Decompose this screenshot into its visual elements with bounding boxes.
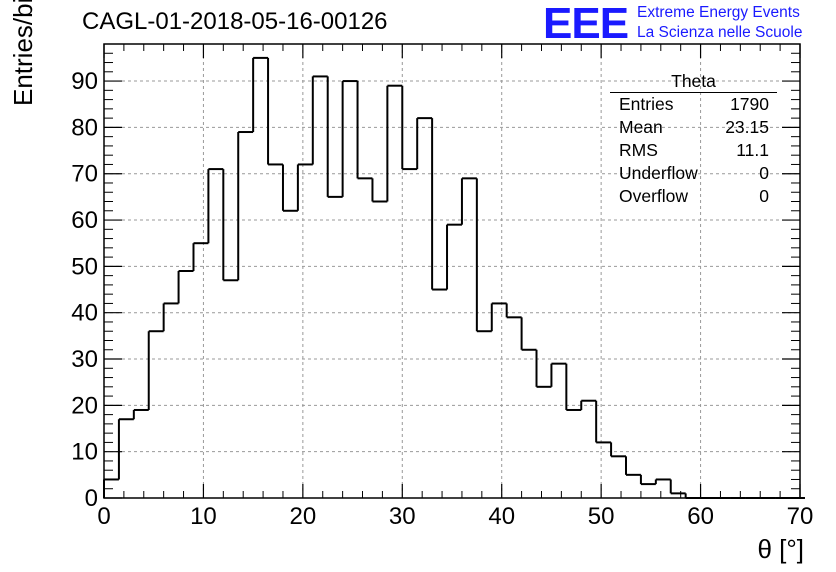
stats-value: 11.1 [736,140,769,160]
eee-logo: EEE [543,0,629,48]
y-tick-label: 10 [71,439,98,466]
stats-row-entries: Entries 1790 [610,93,777,116]
stats-value: 0 [759,163,769,183]
y-tick-label: 40 [71,300,98,327]
x-axis-label: θ [°] [757,534,804,564]
y-tick-label: 50 [71,253,98,280]
stats-value: 0 [759,186,769,206]
y-tick-label: 60 [71,207,98,234]
x-tick-label: 30 [389,503,416,530]
x-tick-label: 50 [588,503,615,530]
y-tick-label: 20 [71,392,98,419]
histogram-series [103,56,805,499]
logo-line-2: La Scienza nelle Scuole [637,24,803,41]
x-tick-label: 70 [787,503,814,530]
stats-label: Overflow [619,186,689,206]
axis-ticks [103,44,801,499]
stats-label: Entries [619,94,674,114]
y-tick-label: 0 [85,485,98,512]
stats-label: Underflow [619,163,698,183]
y-tick-label: 90 [71,68,98,95]
x-tick-label: 60 [687,503,714,530]
x-tick-label: 10 [190,503,217,530]
stats-label: Mean [619,117,663,137]
stats-value: 1790 [730,94,769,114]
y-tick-label: 30 [71,346,98,373]
chart-title: CAGL-01-2018-05-16-00126 [82,8,388,35]
x-tick-label: 40 [488,503,515,530]
y-axis-label: Entries/bin [8,0,38,106]
logo-line-1: Extreme Energy Events [637,4,800,21]
stats-label: RMS [619,140,658,160]
stats-title: Theta [610,72,777,93]
stats-row-overflow: Overflow 0 [610,185,777,208]
stats-row-rms: RMS 11.1 [610,139,777,162]
grid [104,44,800,498]
stats-row-mean: Mean 23.15 [610,116,777,139]
x-tick-label: 20 [290,503,317,530]
plot-frame [103,43,801,499]
x-tick-label: 0 [97,503,110,530]
stats-box: Theta Entries 1790 Mean 23.15 RMS 11.1 U… [610,72,777,208]
y-tick-label: 70 [71,161,98,188]
tick-labels: 0 10 20 30 40 50 60 70 0 10 20 30 40 50 60 70 80 90 [71,68,813,530]
stats-value: 23.15 [725,117,769,137]
y-tick-label: 80 [71,114,98,141]
stats-row-underflow: Underflow 0 [610,162,777,185]
